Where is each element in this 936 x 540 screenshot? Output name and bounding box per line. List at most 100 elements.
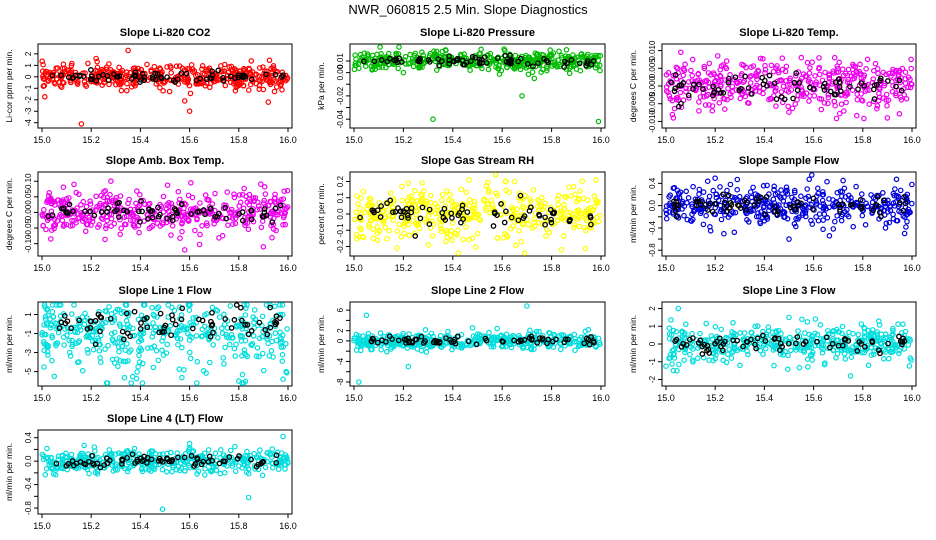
data-point [224,189,231,195]
data-point [121,221,128,228]
data-point [86,214,92,221]
data-point [251,198,257,205]
data-point [903,211,910,218]
data-point [876,94,883,101]
data-point [483,207,490,213]
data-point [166,208,172,215]
data-point [677,89,684,96]
data-point [273,227,279,234]
data-point [803,73,810,79]
data-point [577,188,584,194]
data-point [760,183,767,189]
data-point [883,220,890,227]
reference-point [793,70,800,76]
reference-point [847,83,853,90]
reference-point [104,73,111,79]
data-point [139,380,146,386]
data-point [784,366,791,373]
chart-panel-4: Slope Amb. Box Temp.15.0 15.2 15.4 15.6 15.8… [4,155,297,273]
data-point [280,196,287,202]
data-point [406,194,412,201]
data-point [806,176,813,183]
data-point [503,187,509,194]
data-point [280,222,286,228]
data-point [908,65,915,72]
reference-point [723,208,730,215]
data-point [535,197,541,203]
data-point-outlier [400,69,407,76]
reference-point [188,211,195,217]
reference-point [426,206,433,213]
data-point [764,182,770,189]
reference-point [448,210,455,217]
reference-point [810,195,817,202]
data-point [736,193,743,200]
x-tick-label: 15.0 [345,263,363,273]
data-point [814,185,821,192]
x-tick-label: 15.6 [805,263,823,273]
reference-point [116,214,122,220]
data-point [250,333,257,339]
data-point [187,90,194,97]
data-point [697,330,703,337]
data-point [69,217,75,224]
data-point [815,217,822,224]
data-point [853,183,859,190]
y-tick-label: -0.4 [648,220,657,234]
y-tick-label: 0.000 [648,75,657,96]
data-point [262,191,269,197]
data-point [784,191,791,197]
data-point [757,220,764,227]
data-point [103,222,109,229]
data-point [699,205,705,211]
data-point [770,196,777,203]
reference-point [587,214,594,221]
data-point [355,201,361,207]
data-point [896,347,903,354]
data-point [723,58,730,64]
reference-point [112,208,118,215]
y-tick-label: -3 [24,348,33,356]
y-tick-label: 0 [336,338,345,343]
data-point [192,227,198,234]
data-point [510,223,517,229]
data-point [836,110,843,117]
data-point [443,188,450,194]
reference-point [49,72,56,79]
reference-point [861,83,868,89]
reference-point [426,221,433,227]
reference-point [455,212,462,219]
data-point [709,103,716,109]
data-point [494,235,501,241]
data-point [57,83,64,89]
data-point [666,202,673,209]
y-tick-label: -8 [336,378,345,386]
data-point [908,81,915,88]
data-point [103,214,110,220]
data-point [243,193,249,200]
data-point [785,103,792,110]
reference-point [98,209,105,215]
data-point [41,94,48,100]
data-point [673,64,680,71]
data-point [791,189,798,196]
reference-point [169,213,176,220]
y-tick-label: -5 [24,367,33,375]
data-point [232,87,239,94]
x-tick-label: 15.2 [82,521,100,531]
reference-point [542,221,548,228]
data-point [566,184,573,191]
chart-title: Slope Amb. Box Temp. [106,155,225,167]
data-point [94,64,101,71]
data-point [401,230,408,237]
data-point [273,211,279,218]
y-tick-label: 2 [336,328,345,333]
data-point [166,88,173,95]
reference-point [164,215,171,222]
data-point [831,54,838,61]
data-point [104,217,110,224]
data-point [682,61,688,68]
chart-title: Slope Li-820 CO2 [120,27,210,39]
data-point [850,223,857,230]
